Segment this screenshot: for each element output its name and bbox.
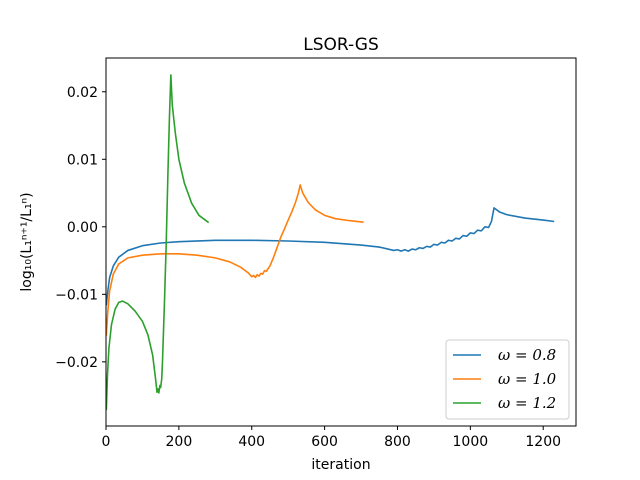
legend-box xyxy=(445,339,570,420)
legend-label-2: ω = 1.0 xyxy=(498,370,557,388)
chart-title: LSOR-GS xyxy=(303,35,379,55)
y-tick-label: 0.02 xyxy=(67,85,98,101)
plot-lines xyxy=(105,74,555,410)
legend-label-3: ω = 1.2 xyxy=(498,394,556,412)
y-tick-label: −0.01 xyxy=(55,287,98,303)
x-tick-label: 400 xyxy=(238,434,265,450)
y-tick-label: −0.02 xyxy=(55,355,98,371)
plot-frame xyxy=(105,57,577,427)
x-tick-label: 1200 xyxy=(525,434,561,450)
series-line-2 xyxy=(105,184,364,336)
series-line-1 xyxy=(105,207,555,306)
x-tick-label: 0 xyxy=(102,434,111,450)
y-axis-label: log₁₀(L₁ⁿ⁺¹/L₁ⁿ) xyxy=(19,192,35,291)
x-tick-label: 200 xyxy=(166,434,193,450)
legend: ω = 0.8 ω = 1.0 ω = 1.2 xyxy=(445,339,570,420)
series-line-3 xyxy=(105,74,210,410)
x-tick-label: 600 xyxy=(311,434,338,450)
y-tick-label: 0.01 xyxy=(67,152,98,168)
x-axis-ticks: 0 200 400 600 800 1000 1200 xyxy=(102,426,561,450)
y-tick-label: 0.00 xyxy=(67,220,98,236)
y-axis-ticks: −0.02 −0.01 0.00 0.01 0.02 xyxy=(55,85,106,371)
x-axis-label: iteration xyxy=(311,457,370,473)
x-tick-label: 800 xyxy=(384,434,411,450)
x-tick-label: 1000 xyxy=(453,434,489,450)
legend-label-1: ω = 0.8 xyxy=(498,346,556,364)
